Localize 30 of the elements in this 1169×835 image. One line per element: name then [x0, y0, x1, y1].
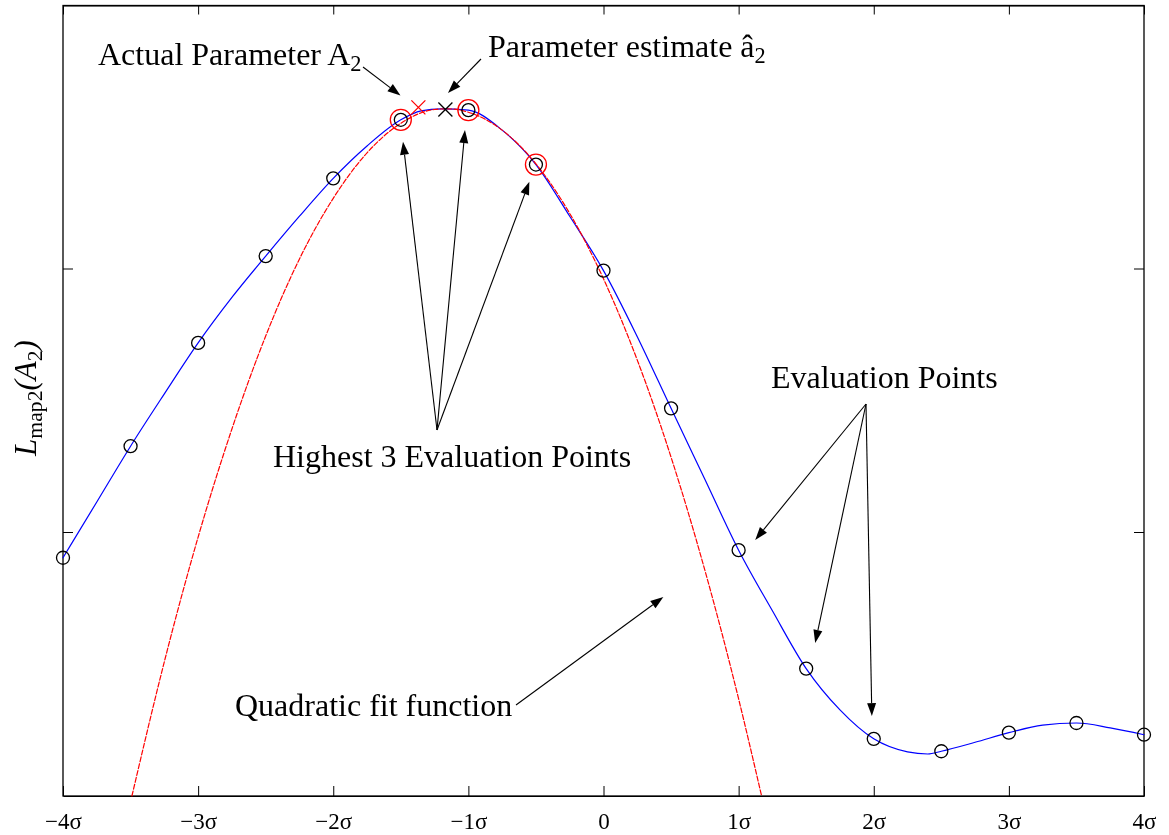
- point: [663, 401, 679, 416]
- annotation: Quadratic fit function: [235, 687, 513, 723]
- point: [123, 439, 138, 454]
- annotation: Actual Parameter A$_{2}$: [98, 36, 362, 76]
- point: [55, 550, 71, 565]
- x-tick-label: 0: [598, 809, 610, 835]
- point: [1069, 715, 1084, 731]
- x-tick-label: −4σ: [45, 809, 83, 835]
- point: [866, 731, 881, 746]
- x-tick-label: 4σ: [1132, 809, 1158, 835]
- x-tick-label: −2σ: [315, 809, 353, 835]
- x-tick-label: 3σ: [997, 809, 1022, 835]
- point: [799, 661, 814, 676]
- x-tick-label: 1σ: [727, 809, 752, 835]
- annotation: Highest 3 Evaluation Points: [273, 438, 632, 474]
- point: [437, 101, 454, 118]
- point: [731, 543, 746, 558]
- x-tick-label: −1σ: [450, 809, 488, 835]
- point: [1136, 727, 1152, 742]
- point: [934, 744, 949, 759]
- point: [596, 263, 611, 278]
- point: [326, 171, 341, 186]
- x-tick-label: 2σ: [862, 809, 887, 835]
- x-tick-label: −3σ: [180, 809, 218, 835]
- point: [1001, 725, 1017, 740]
- annotation: Parameter estimate â$_{2}$: [488, 28, 766, 68]
- point: [410, 99, 427, 116]
- annotation: Evaluation Points: [771, 359, 998, 395]
- point: [190, 335, 206, 351]
- point: [258, 249, 273, 264]
